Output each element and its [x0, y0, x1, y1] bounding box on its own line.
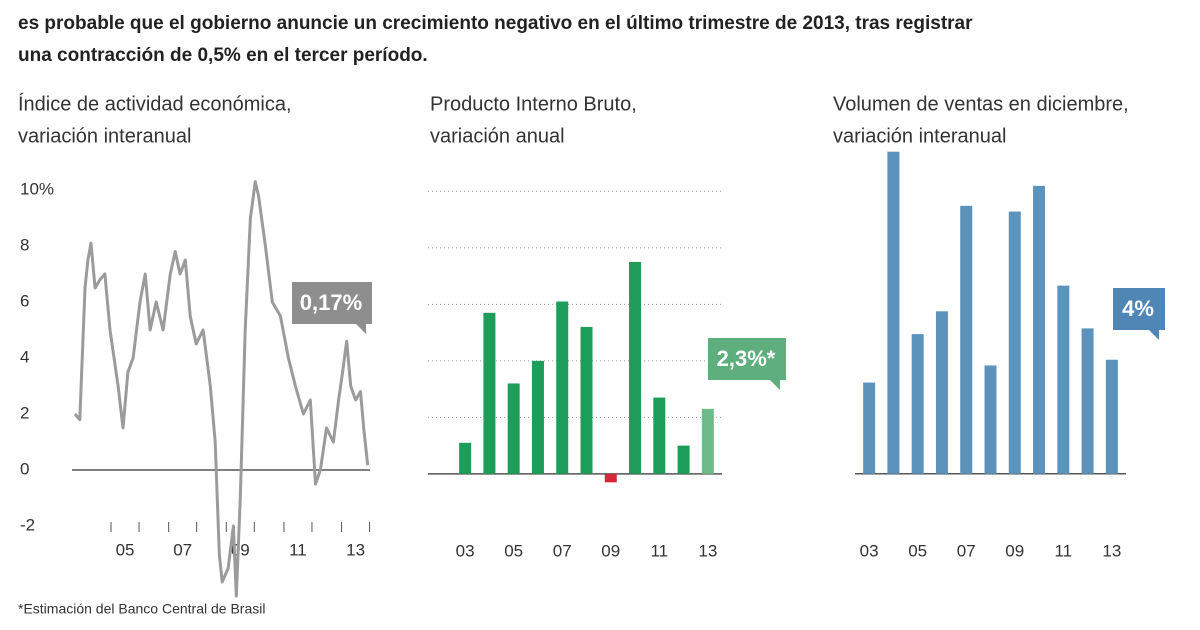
y-tick-label: 6: [20, 291, 29, 310]
callout-label: 4%: [1122, 296, 1154, 321]
y-tick-label: -2: [20, 515, 35, 534]
bar: [677, 445, 690, 474]
x-tick-label: 11: [289, 540, 307, 559]
bar: [556, 301, 569, 474]
x-tick-label: 09: [601, 541, 620, 560]
bar: [1105, 359, 1118, 474]
bar: [935, 311, 948, 474]
callout-box: [1113, 288, 1165, 340]
bar: [984, 365, 997, 474]
chart-title: variación interanual: [833, 125, 1006, 147]
bar: [887, 151, 900, 474]
bar: [1008, 211, 1021, 474]
x-tick-label: 13: [698, 541, 717, 560]
x-tick-label: 03: [860, 541, 879, 560]
intro-text: una contracción de 0,5% en el tercer per…: [18, 45, 428, 66]
x-tick-label: 05: [116, 540, 135, 559]
y-tick-label: 0: [20, 459, 29, 478]
y-tick-label: 2: [20, 403, 29, 422]
callout-box: [708, 338, 786, 390]
chart-title: Producto Interno Bruto,: [430, 93, 637, 115]
bar: [459, 442, 472, 474]
chart-title: variación anual: [430, 125, 565, 147]
bar: [960, 205, 973, 474]
x-tick-label: 07: [173, 540, 192, 559]
callout-box: [292, 282, 372, 334]
chart-title: variación interanual: [18, 125, 191, 147]
x-tick-label: 11: [1054, 541, 1072, 560]
footnote: *Estimación del Banco Central de Brasil: [18, 601, 265, 617]
bar: [1081, 328, 1094, 474]
bar: [507, 383, 520, 474]
bar: [1033, 185, 1046, 474]
bar: [1057, 285, 1070, 474]
callout-label: 2,3%*: [717, 346, 776, 371]
x-tick-label: 03: [456, 541, 475, 560]
y-tick-label: 8: [20, 235, 29, 254]
x-tick-label: 07: [957, 541, 976, 560]
bar: [580, 326, 593, 474]
bar: [911, 334, 924, 474]
chart-title: Volumen de ventas en diciembre,: [833, 93, 1129, 115]
y-tick-label: 10%: [20, 179, 54, 198]
y-tick-label: 4: [20, 347, 29, 366]
bar: [531, 360, 544, 474]
x-tick-label: 13: [1102, 541, 1121, 560]
bar: [863, 382, 876, 474]
x-tick-label: 05: [908, 541, 927, 560]
chart-title: Índice de actividad económica,: [18, 92, 292, 115]
bar: [701, 408, 714, 474]
bar: [653, 397, 666, 474]
x-tick-label: 09: [1005, 541, 1024, 560]
intro-text: es probable que el gobierno anuncie un c…: [18, 13, 973, 34]
callout-label: 0,17%: [300, 290, 362, 315]
x-tick-label: 05: [504, 541, 523, 560]
x-tick-label: 07: [553, 541, 572, 560]
x-tick-label: 13: [346, 540, 365, 559]
bar: [483, 312, 496, 474]
bar: [604, 473, 617, 483]
x-tick-label: 11: [650, 541, 668, 560]
data-line: [73, 180, 370, 598]
bar: [629, 261, 642, 474]
